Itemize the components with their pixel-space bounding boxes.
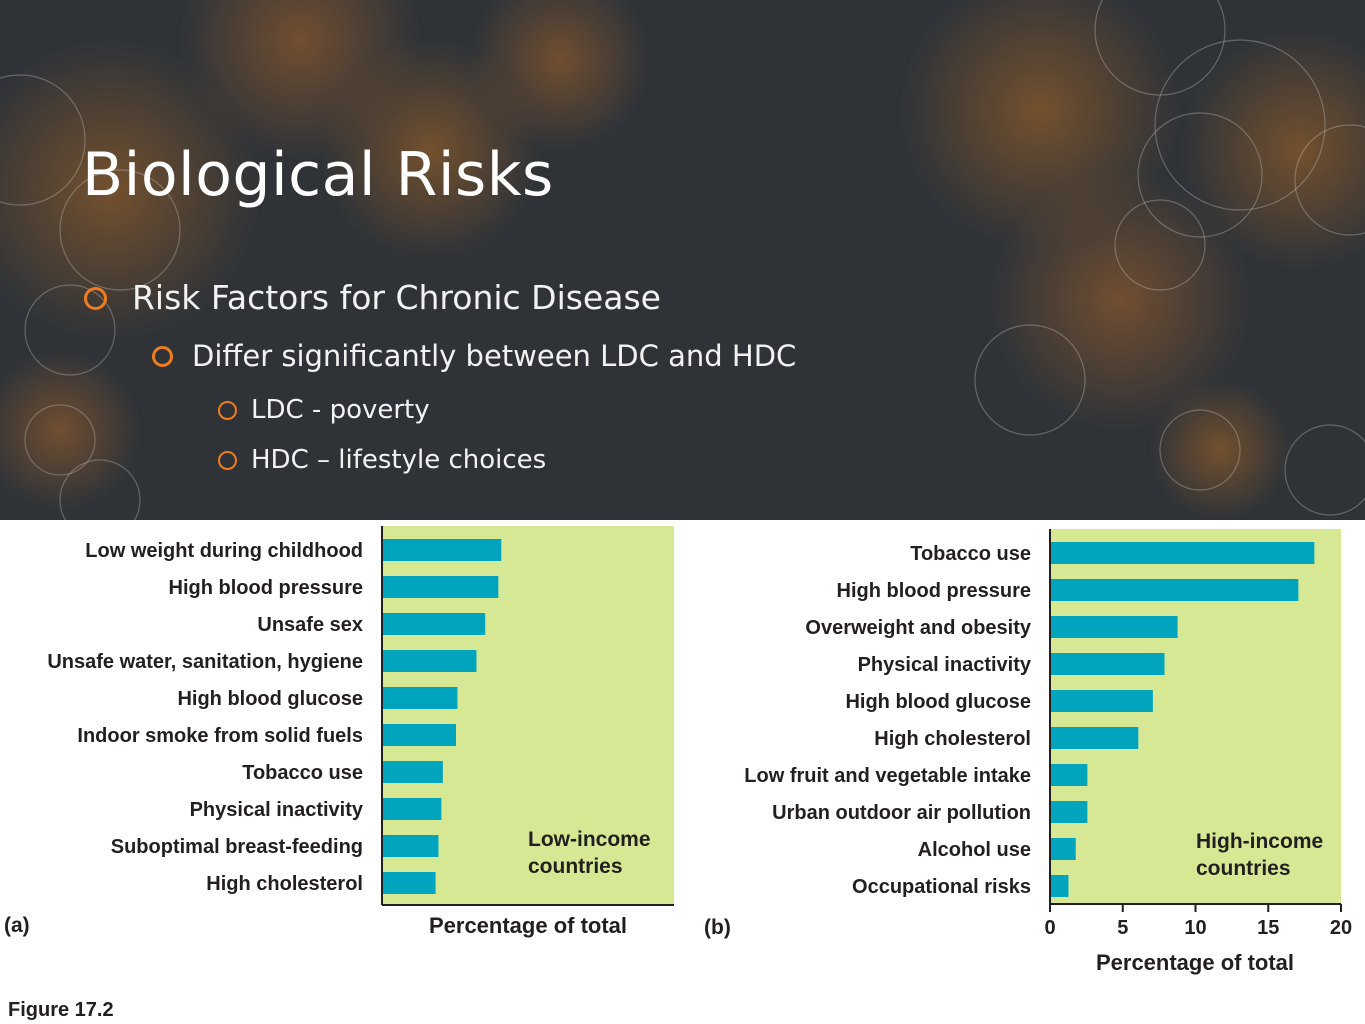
figure-svg: (a) (b) Figure 17.2 Low weight during ch…: [4, 526, 1352, 1021]
category-label-b-4: High blood glucose: [845, 691, 1031, 713]
panel-annotation-b-1: countries: [1196, 857, 1291, 880]
bullet-ring-icon: [84, 287, 107, 310]
category-label-b-2: Overweight and obesity: [805, 617, 1031, 639]
x-axis-title-a: Percentage of total: [429, 913, 627, 938]
bar-a-7: [383, 798, 442, 820]
bar-b-1: [1051, 579, 1299, 601]
bar-b-5: [1051, 727, 1139, 749]
bar-b-9: [1051, 875, 1069, 897]
bar-a-9: [383, 872, 436, 894]
category-label-a-2: Unsafe sex: [257, 614, 363, 636]
bullet-ring-icon: [152, 346, 173, 367]
category-label-b-0: Tobacco use: [910, 543, 1031, 565]
category-label-a-8: Suboptimal breast-feeding: [111, 836, 363, 858]
bullet-level-2: Differ significantly between LDC and HDC: [152, 339, 797, 373]
category-label-a-6: Tobacco use: [242, 762, 363, 784]
x-tick-label-b-2: 10: [1184, 917, 1206, 939]
panel-annotation-b-0: High-income: [1196, 830, 1323, 853]
bokeh-background: [0, 0, 1365, 520]
category-label-b-9: Occupational risks: [852, 876, 1031, 898]
category-label-b-7: Urban outdoor air pollution: [772, 802, 1031, 824]
category-label-a-9: High cholesterol: [206, 873, 363, 895]
bullet-level-1: Risk Factors for Chronic Disease: [84, 278, 661, 317]
category-label-b-1: High blood pressure: [837, 580, 1031, 602]
bullet-ring-icon: [218, 401, 237, 420]
bullet-text: HDC – lifestyle choices: [251, 445, 547, 475]
x-axis-title-b: Percentage of total: [1096, 950, 1294, 975]
bullet-text: Risk Factors for Chronic Disease: [132, 278, 661, 317]
panel-annotation-a-1: countries: [528, 855, 623, 878]
bullet-level-3-ldc: LDC - poverty: [218, 395, 430, 425]
bullet-ring-icon: [218, 451, 237, 470]
category-label-b-8: Alcohol use: [918, 839, 1031, 861]
figure-17-2: (a) (b) Figure 17.2 Low weight during ch…: [0, 520, 1365, 1024]
category-label-a-4: High blood glucose: [177, 688, 363, 710]
panel-annotation-a-0: Low-income: [528, 828, 651, 851]
bar-b-4: [1051, 690, 1153, 712]
category-label-b-5: High cholesterol: [874, 728, 1031, 750]
bar-a-0: [383, 539, 502, 561]
bar-a-5: [383, 724, 456, 746]
bar-b-2: [1051, 616, 1178, 638]
category-label-a-0: Low weight during childhood: [85, 540, 363, 562]
category-label-b-3: Physical inactivity: [858, 654, 1032, 676]
bar-a-1: [383, 576, 499, 598]
bullet-text: LDC - poverty: [251, 395, 430, 425]
bar-b-0: [1051, 542, 1315, 564]
x-tick-label-b-0: 0: [1044, 917, 1055, 939]
bar-a-6: [383, 761, 443, 783]
category-label-b-6: Low fruit and vegetable intake: [744, 765, 1031, 787]
panel-a-label: (a): [4, 914, 30, 937]
bar-a-3: [383, 650, 477, 672]
bar-b-6: [1051, 764, 1088, 786]
category-label-a-1: High blood pressure: [169, 577, 363, 599]
slide-title: Biological Risks: [82, 140, 554, 210]
panel-b-label: (b): [704, 916, 731, 939]
category-label-a-3: Unsafe water, sanitation, hygiene: [47, 651, 363, 673]
bar-b-3: [1051, 653, 1165, 675]
bar-a-4: [383, 687, 458, 709]
bar-b-7: [1051, 801, 1088, 823]
x-tick-label-b-3: 15: [1257, 917, 1279, 939]
category-label-a-7: Physical inactivity: [190, 799, 364, 821]
bar-a-8: [383, 835, 439, 857]
category-label-a-5: Indoor smoke from solid fuels: [77, 725, 363, 747]
bar-a-2: [383, 613, 486, 635]
bullet-level-3-hdc: HDC – lifestyle choices: [218, 445, 547, 475]
figure-caption: Figure 17.2: [8, 999, 114, 1021]
bullet-text: Differ significantly between LDC and HDC: [192, 339, 797, 373]
x-tick-label-b-4: 20: [1330, 917, 1352, 939]
bar-b-8: [1051, 838, 1076, 860]
x-tick-label-b-1: 5: [1117, 917, 1128, 939]
